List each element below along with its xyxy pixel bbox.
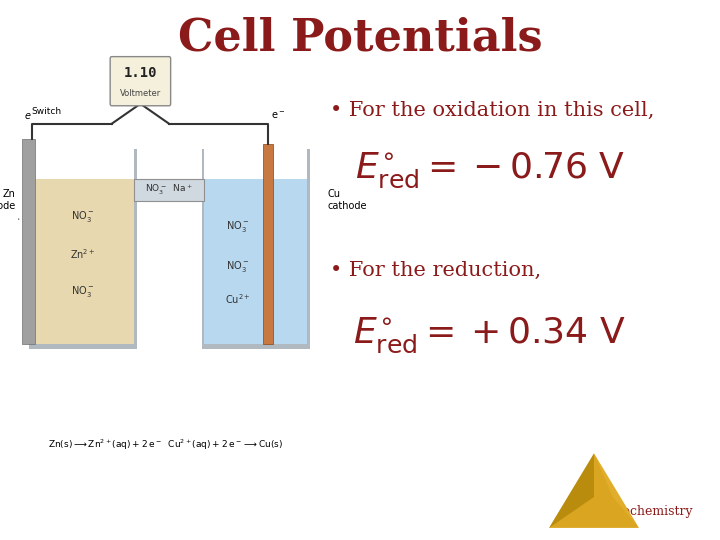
Bar xyxy=(31,179,135,347)
Polygon shape xyxy=(549,454,639,528)
FancyBboxPatch shape xyxy=(110,57,171,106)
Bar xyxy=(202,345,310,349)
Bar xyxy=(134,179,204,201)
Text: $\mathrm{NO_3^-}$: $\mathrm{NO_3^-}$ xyxy=(226,259,249,274)
Bar xyxy=(204,179,307,347)
Text: $\mathrm{NO_3^-}$  $\mathrm{Na^+}$: $\mathrm{NO_3^-}$ $\mathrm{Na^+}$ xyxy=(145,183,193,197)
Text: Cu
cathode: Cu cathode xyxy=(328,190,367,211)
Bar xyxy=(29,149,32,349)
Bar xyxy=(22,139,35,345)
Text: Cell Potentials: Cell Potentials xyxy=(178,17,542,59)
Text: $\mathrm{NO_3^-}$: $\mathrm{NO_3^-}$ xyxy=(71,284,94,299)
Text: • For the oxidation in this cell,: • For the oxidation in this cell, xyxy=(330,100,654,119)
Text: e$^-$: e$^-$ xyxy=(271,110,286,121)
Bar xyxy=(29,345,137,349)
Text: Zn
anode: Zn anode xyxy=(0,190,16,211)
Polygon shape xyxy=(549,454,594,528)
Text: Switch: Switch xyxy=(31,107,61,116)
Text: $\mathrm{NO_3^-}$: $\mathrm{NO_3^-}$ xyxy=(71,209,94,224)
Polygon shape xyxy=(594,454,639,528)
Text: $\mathrm{Zn(s) \longrightarrow Zn^{2+}(aq) + 2\,e^-}$$\ \ \mathrm{Cu^{2+}(aq) + : $\mathrm{Zn(s) \longrightarrow Zn^{2+}(a… xyxy=(48,437,283,452)
Text: Voltmeter: Voltmeter xyxy=(120,89,161,98)
Text: $\mathrm{Zn^{2+}}$: $\mathrm{Zn^{2+}}$ xyxy=(70,247,96,261)
Text: $\mathit{E}^{\circ}_{\mathrm{red}} = +0.34\ \mathrm{V}$: $\mathit{E}^{\circ}_{\mathrm{red}} = +0.… xyxy=(354,315,626,355)
Text: Electrochemistry: Electrochemistry xyxy=(585,505,693,518)
Text: 1.10: 1.10 xyxy=(124,66,157,80)
Text: $\mathit{E}^{\circ}_{\mathrm{red}} = -0.76\ \mathrm{V}$: $\mathit{E}^{\circ}_{\mathrm{red}} = -0.… xyxy=(355,150,625,190)
Bar xyxy=(307,149,310,349)
Bar xyxy=(134,149,137,349)
Text: • For the reduction,: • For the reduction, xyxy=(330,260,541,280)
Bar xyxy=(202,149,204,349)
Text: $\mathrm{NO_3^-}$: $\mathrm{NO_3^-}$ xyxy=(226,219,249,234)
Bar xyxy=(263,144,273,345)
Text: $\mathrm{Cu^{2+}}$: $\mathrm{Cu^{2+}}$ xyxy=(225,293,251,306)
Text: e: e xyxy=(24,111,30,121)
